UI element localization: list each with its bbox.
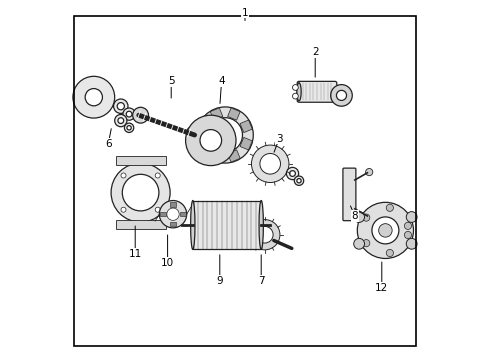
Circle shape (251, 145, 289, 183)
Bar (160, 212, 167, 216)
Circle shape (126, 111, 132, 117)
Text: 1: 1 (242, 8, 248, 18)
Circle shape (290, 171, 295, 176)
Circle shape (186, 127, 199, 140)
Text: 11: 11 (128, 249, 142, 259)
Circle shape (197, 107, 253, 163)
Circle shape (293, 85, 298, 90)
Circle shape (366, 213, 373, 220)
Polygon shape (240, 138, 252, 150)
Circle shape (121, 173, 126, 178)
Circle shape (404, 222, 412, 229)
Bar (193, 201, 261, 249)
Ellipse shape (259, 201, 263, 249)
Circle shape (354, 212, 365, 222)
Polygon shape (227, 108, 240, 120)
Bar (116, 156, 166, 165)
Circle shape (354, 238, 365, 249)
Circle shape (379, 224, 392, 237)
Ellipse shape (191, 201, 195, 249)
Text: 9: 9 (217, 276, 223, 286)
Polygon shape (240, 120, 252, 132)
Polygon shape (198, 120, 210, 132)
Polygon shape (227, 150, 240, 162)
Circle shape (121, 207, 126, 212)
Text: 8: 8 (351, 211, 358, 221)
Circle shape (297, 179, 301, 183)
Text: 5: 5 (168, 76, 174, 86)
Circle shape (250, 220, 280, 250)
Bar (170, 222, 176, 226)
Polygon shape (198, 138, 210, 150)
Circle shape (118, 118, 123, 123)
FancyBboxPatch shape (297, 81, 337, 102)
Circle shape (122, 174, 159, 211)
Circle shape (186, 115, 236, 166)
Circle shape (167, 208, 179, 220)
Circle shape (117, 103, 124, 110)
Text: 6: 6 (105, 139, 112, 149)
Circle shape (363, 239, 370, 247)
Circle shape (256, 226, 273, 243)
Circle shape (200, 130, 221, 151)
Circle shape (337, 90, 346, 100)
Circle shape (133, 107, 148, 123)
Circle shape (127, 126, 131, 130)
Circle shape (260, 153, 280, 174)
Circle shape (114, 99, 128, 113)
Circle shape (386, 204, 393, 211)
Ellipse shape (297, 83, 301, 101)
Circle shape (406, 212, 417, 222)
Circle shape (115, 114, 127, 127)
Circle shape (331, 85, 352, 106)
Bar (170, 202, 176, 207)
Circle shape (155, 207, 160, 212)
Circle shape (111, 163, 170, 222)
Circle shape (159, 201, 187, 228)
Circle shape (73, 76, 115, 118)
Text: 2: 2 (312, 47, 318, 57)
Circle shape (294, 176, 304, 185)
Circle shape (386, 249, 393, 257)
Circle shape (286, 167, 298, 180)
Circle shape (406, 238, 417, 249)
Circle shape (124, 123, 134, 132)
Text: 3: 3 (276, 134, 283, 144)
Circle shape (366, 168, 373, 176)
Text: 7: 7 (258, 276, 265, 286)
Bar (180, 212, 186, 216)
Circle shape (372, 217, 399, 244)
Circle shape (357, 202, 414, 258)
Polygon shape (210, 150, 223, 162)
FancyBboxPatch shape (343, 168, 356, 221)
Text: 12: 12 (375, 283, 389, 293)
Circle shape (293, 93, 298, 99)
Circle shape (404, 231, 412, 239)
Text: 10: 10 (161, 258, 174, 268)
Polygon shape (210, 108, 223, 120)
Bar (116, 220, 166, 229)
Circle shape (190, 130, 196, 136)
Circle shape (155, 173, 160, 178)
Text: 4: 4 (218, 76, 225, 86)
Circle shape (363, 214, 370, 221)
Circle shape (123, 108, 135, 120)
Circle shape (208, 118, 243, 152)
Circle shape (85, 89, 102, 106)
